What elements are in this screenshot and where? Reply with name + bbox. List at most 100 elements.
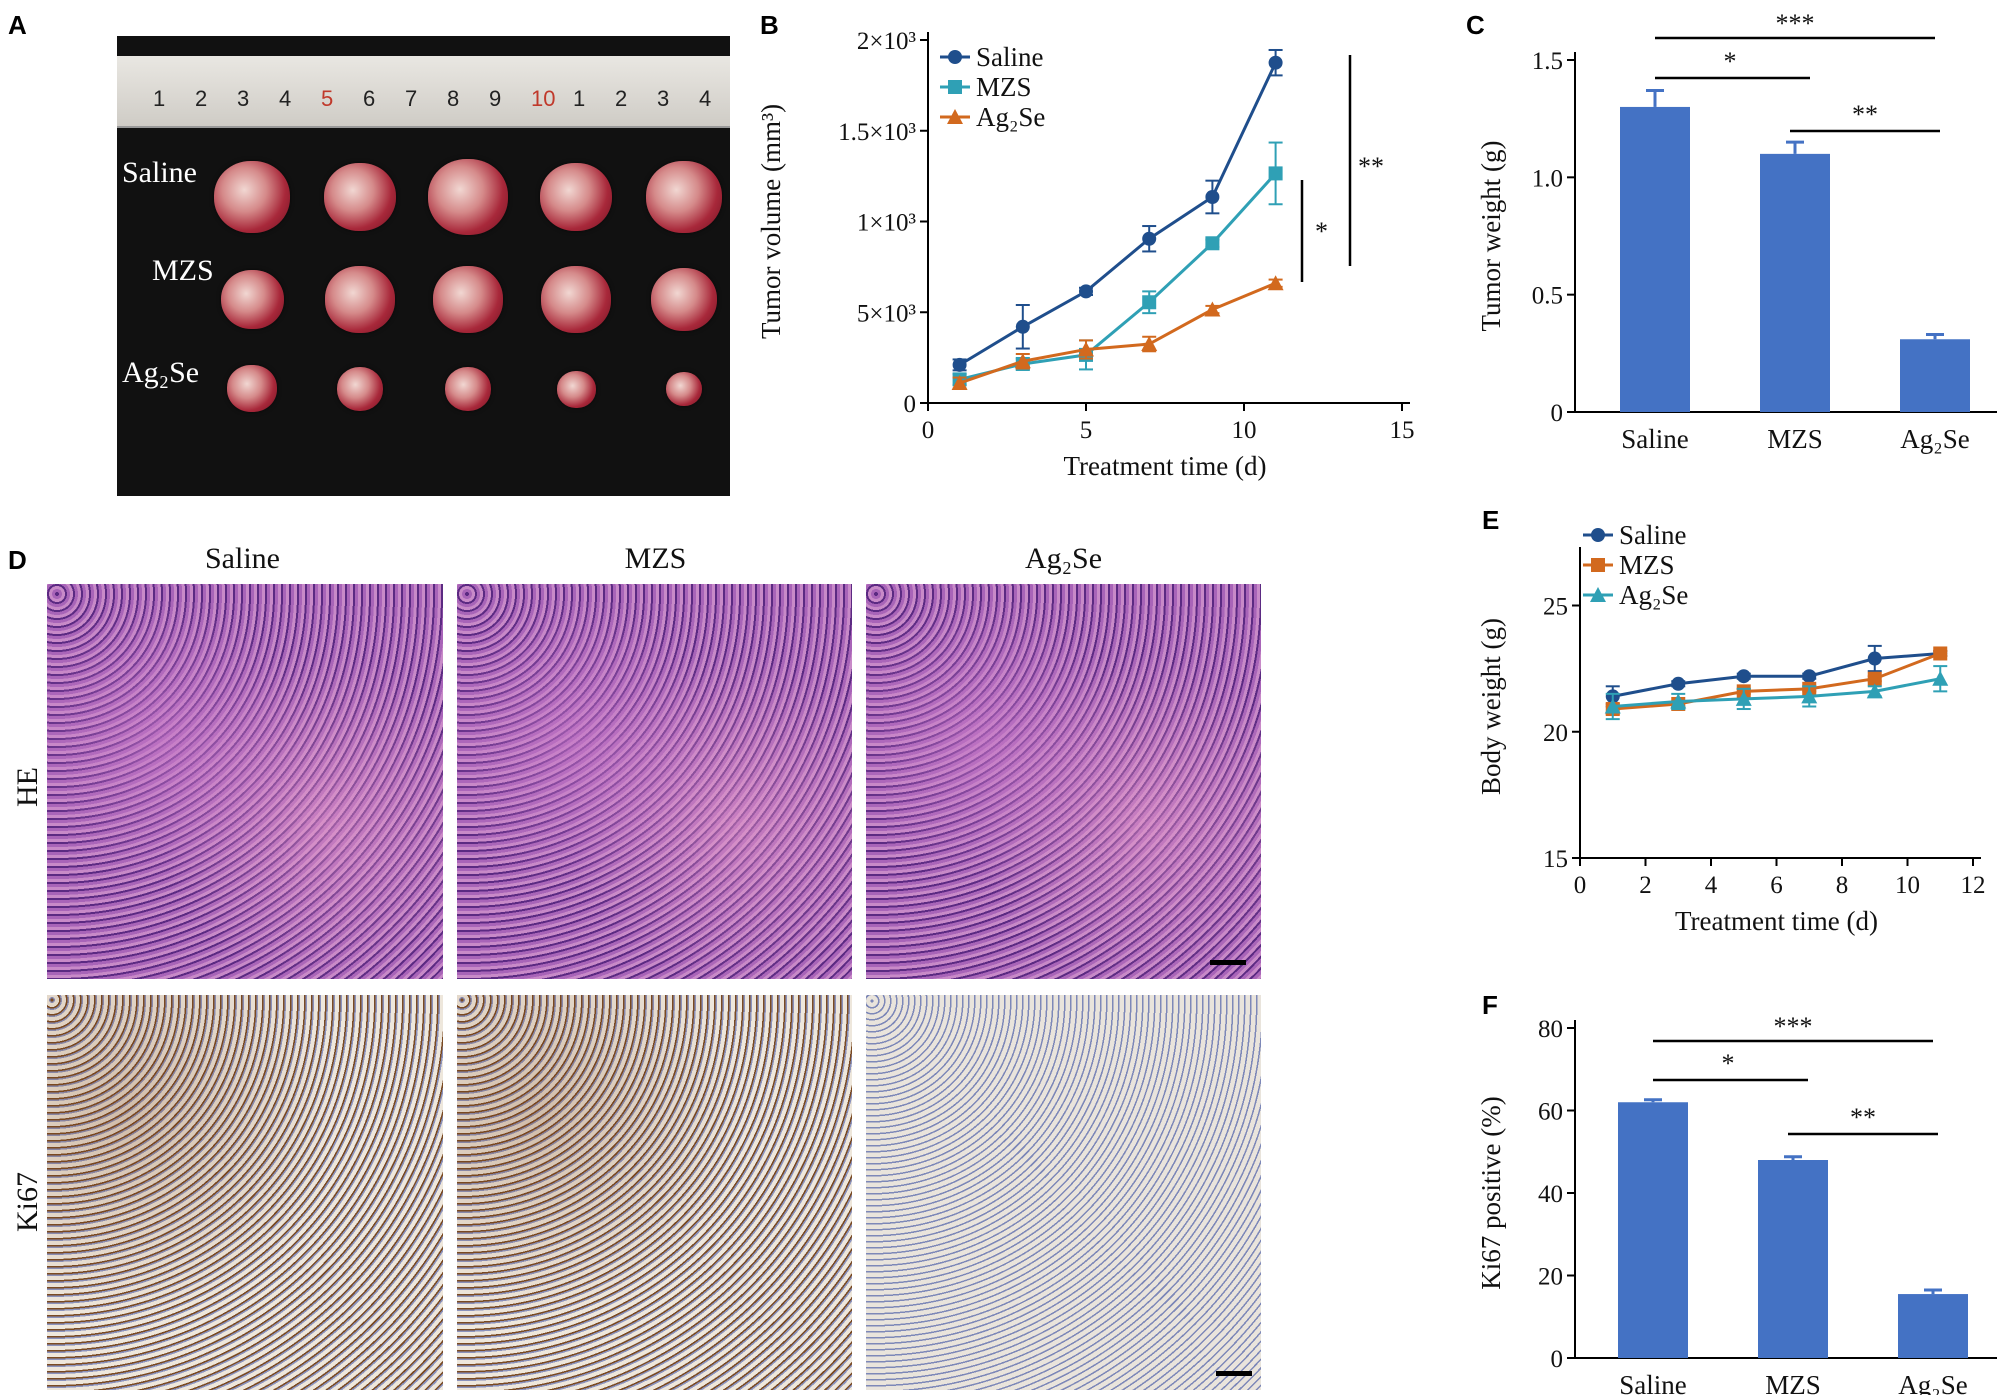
series-line <box>959 172 1277 381</box>
data-point <box>1015 319 1030 334</box>
x-tick-label: 5 <box>1080 417 1093 444</box>
ruler-number: 2 <box>195 86 208 111</box>
tumor-specimen <box>646 161 722 234</box>
ruler-number: 7 <box>405 86 418 111</box>
col-label-saline: Saline <box>205 542 280 575</box>
x-tick-label: 0 <box>1574 872 1587 899</box>
ruler-number: 4 <box>279 86 292 111</box>
data-point <box>952 357 967 372</box>
y-tick-label: 1.5×10³ <box>838 119 916 146</box>
series-line <box>1612 652 1941 711</box>
bar <box>1758 1160 1828 1358</box>
category-label: Saline <box>1619 1370 1687 1395</box>
data-point <box>1078 341 1094 357</box>
significance-marker: * <box>1724 47 1737 76</box>
data-point <box>1933 646 1948 661</box>
panel-letter-c: C <box>1466 10 1485 40</box>
ruler-number: 9 <box>489 86 502 111</box>
tumor-specimen <box>323 162 397 232</box>
data-point <box>1079 284 1093 299</box>
significance-marker: *** <box>1774 1012 1813 1041</box>
tumor-volume-chart: 0 5 10 15 0 5×10³ 1×10³ 1.5×10³ 2×10³ Treatment t… <box>756 28 1415 481</box>
data-point <box>1802 669 1817 684</box>
data-point <box>948 80 962 94</box>
significance-marker: *** <box>1776 9 1815 38</box>
y-tick-label: 0 <box>1551 400 1564 427</box>
bar <box>1620 106 1690 412</box>
data-point <box>1867 671 1882 686</box>
x-tick-label: 10 <box>1232 417 1257 444</box>
y-tick-label: 5×10³ <box>857 300 917 327</box>
significance-marker: ** <box>1358 152 1384 181</box>
data-point <box>1141 336 1158 352</box>
ruler-number: 10 <box>531 86 556 111</box>
data-point <box>1267 275 1284 291</box>
significance-marker: * <box>1315 217 1328 246</box>
data-point <box>1014 353 1031 369</box>
tumor-photo: 1 2 3 4 5 6 7 8 9 10 1 2 3 4 Saline MZS Ag₂Se <box>117 36 730 496</box>
data-point <box>947 109 963 124</box>
y-tick-label: 2×10³ <box>857 28 917 55</box>
data-point <box>1204 301 1221 317</box>
row-label-he: HE <box>11 767 44 807</box>
ruler-number: 8 <box>447 86 460 111</box>
data-point <box>1671 676 1686 691</box>
series-line <box>959 281 1277 385</box>
x-tick-label: 10 <box>1895 872 1920 899</box>
ruler-number: 5 <box>321 86 334 111</box>
ruler-number: 2 <box>615 86 628 111</box>
y-axis-label: Body weight (g) <box>1476 618 1506 795</box>
category-label: MZS <box>1767 424 1823 454</box>
data-point <box>1736 669 1751 684</box>
tumor-specimen <box>214 161 290 234</box>
tumor-specimen <box>433 266 503 333</box>
data-point <box>1735 690 1752 706</box>
category-label: MZS <box>1765 1370 1821 1395</box>
ki67-image-mzs <box>457 995 852 1390</box>
data-point <box>1268 55 1283 70</box>
significance-marker: * <box>1722 1049 1735 1078</box>
data-point <box>1142 295 1157 310</box>
data-point <box>1591 558 1605 572</box>
data-point <box>1590 587 1606 602</box>
data-point <box>1867 651 1882 666</box>
bar <box>1760 153 1830 412</box>
bar <box>1898 1294 1968 1358</box>
panel-letter-d: D <box>8 545 27 575</box>
legend-label: Ag₂Se <box>1619 580 1688 610</box>
panel-letter-f: F <box>1482 990 1498 1020</box>
legend-label: Saline <box>1619 520 1687 550</box>
x-axis-label: Treatment time (d) <box>1675 906 1878 936</box>
tumor-specimen <box>325 266 395 333</box>
x-tick-label: 0 <box>922 417 935 444</box>
y-tick-label: 1.0 <box>1532 165 1563 192</box>
data-point <box>1604 698 1621 714</box>
bar <box>1900 339 1970 412</box>
category-label: Saline <box>1621 424 1689 454</box>
he-image-mzs <box>457 584 852 979</box>
y-tick-label: 20 <box>1538 1264 1563 1291</box>
x-tick-label: 12 <box>1961 872 1986 899</box>
series-line <box>1612 677 1941 708</box>
legend-label: Ag₂Se <box>976 102 1045 132</box>
tumor-specimen <box>665 371 703 407</box>
y-tick-label: 60 <box>1538 1099 1563 1126</box>
tumor-specimen <box>541 266 611 333</box>
ruler-numbers: 1 2 3 4 5 6 7 8 9 10 1 2 3 4 <box>117 86 730 122</box>
scale-bar <box>1210 960 1246 965</box>
ki67-positive-chart: 0 20 40 60 80 Ki67 positive (%) Saline MZS Ag₂Se… <box>1476 1012 1997 1395</box>
y-axis-label: Tumor volume (mm³) <box>756 104 786 339</box>
y-tick-label: 1.5 <box>1532 48 1563 75</box>
ruler-number: 3 <box>657 86 670 111</box>
legend-label: MZS <box>976 72 1032 102</box>
x-tick-label: 8 <box>1836 872 1849 899</box>
series-line <box>958 62 1277 367</box>
legend-label: MZS <box>1619 550 1675 580</box>
x-axis-label: Treatment time (d) <box>1064 451 1267 481</box>
col-label-mzs: MZS <box>624 542 687 575</box>
data-point <box>948 50 962 64</box>
legend-label: Saline <box>976 42 1044 72</box>
tumor-specimen <box>556 370 596 408</box>
y-tick-label: 40 <box>1538 1181 1563 1208</box>
ruler-number: 4 <box>699 86 712 111</box>
